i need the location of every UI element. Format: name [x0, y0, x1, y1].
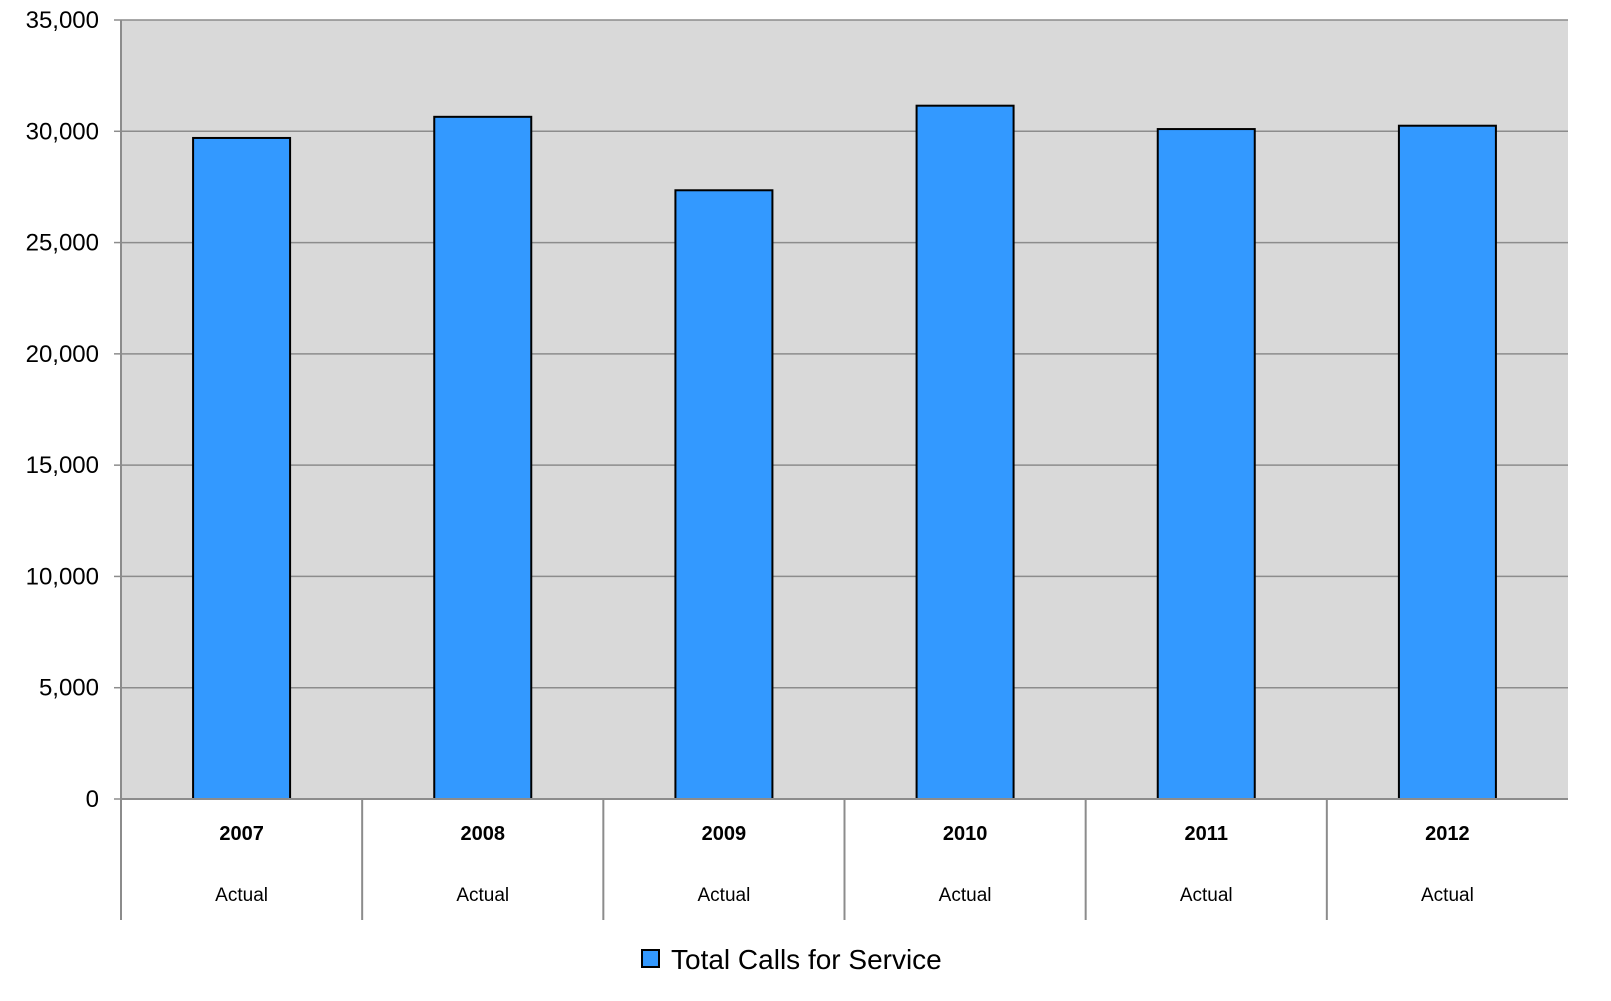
y-tick-label: 15,000 — [26, 452, 99, 479]
y-tick-label: 25,000 — [26, 230, 99, 257]
bar-2011 — [1156, 128, 1256, 800]
plot-background — [121, 20, 1568, 799]
x-tick-label: 2007 — [219, 823, 264, 845]
bars — [192, 104, 1497, 801]
bar-2009 — [674, 189, 774, 800]
x-tick-label: 2008 — [461, 823, 506, 845]
x-tick-sublabel: Actual — [215, 885, 268, 906]
x-tick-sublabel: Actual — [1421, 885, 1474, 906]
gridlines — [114, 19, 1568, 800]
bar-2010 — [915, 104, 1015, 800]
bar-2012 — [1397, 124, 1497, 800]
x-tick-label: 2010 — [943, 823, 988, 845]
x-tick-labels: 2007 Actual 2008 Actual 2009 Actual 2010 Actual… — [215, 823, 1474, 906]
bar-2007 — [192, 136, 292, 801]
x-tick-label: 2011 — [1185, 823, 1228, 845]
x-tick-label: 2009 — [702, 823, 747, 845]
x-tick-sublabel: Actual — [939, 885, 992, 906]
x-tick-sublabel: Actual — [698, 885, 751, 906]
y-tick-label: 20,000 — [26, 341, 99, 368]
x-tick-sublabel: Actual — [1180, 885, 1233, 906]
x-tick-sublabel: Actual — [456, 885, 509, 906]
legend-label: Total Calls for Service — [671, 944, 942, 975]
y-tick-label: 0 — [86, 786, 99, 813]
y-tick-label: 5,000 — [39, 675, 99, 702]
y-tick-label: 30,000 — [26, 118, 99, 145]
y-tick-label: 35,000 — [26, 7, 99, 34]
y-tick-label: 10,000 — [26, 563, 99, 590]
bar-2008 — [433, 115, 533, 801]
x-tick-label: 2012 — [1425, 823, 1470, 845]
legend-swatch — [641, 949, 660, 968]
axes — [120, 20, 1568, 920]
y-tick-labels: 0 5,000 10,000 15,000 20,000 25,000 30,000 35,0… — [26, 7, 99, 813]
legend: Total Calls for Service — [641, 944, 942, 975]
